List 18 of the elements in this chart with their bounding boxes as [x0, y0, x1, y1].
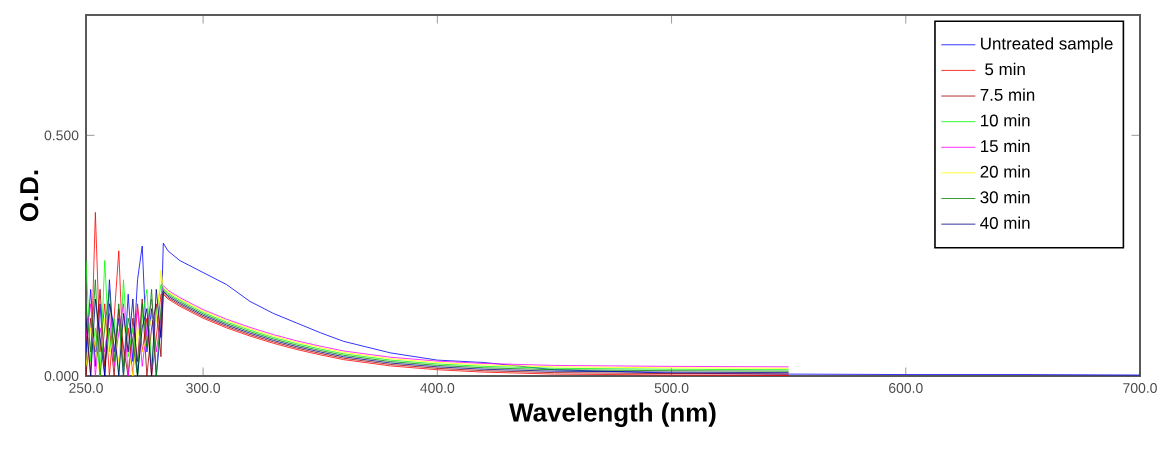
y-tick-label: 0.500 — [44, 130, 79, 141]
legend-label: 7.5 min — [980, 88, 1035, 101]
x-tick-label: 300.0 — [186, 383, 221, 393]
x-tick-label: 600.0 — [889, 383, 923, 393]
legend-label: Untreated sample — [981, 37, 1113, 53]
x-tick-label: 400.0 — [420, 383, 455, 393]
x-tick-label: 250.0 — [69, 383, 103, 393]
legend-label: 15 min — [981, 139, 1030, 153]
legend-label: 10 min — [981, 114, 1030, 127]
legend-label: 30 min — [980, 190, 1030, 204]
x-tick-label: 700.0 — [1123, 383, 1157, 393]
legend-label: 40 min — [980, 216, 1030, 229]
x-tick-label: 500.0 — [654, 383, 689, 393]
legend-label: 5 min — [985, 62, 1025, 76]
y-tick-label: 0.000 — [44, 371, 79, 381]
legend-label: 20 min — [980, 165, 1030, 178]
y-axis-title: O.D. — [20, 170, 39, 222]
x-axis-title: Wavelength (nm) — [509, 402, 716, 427]
